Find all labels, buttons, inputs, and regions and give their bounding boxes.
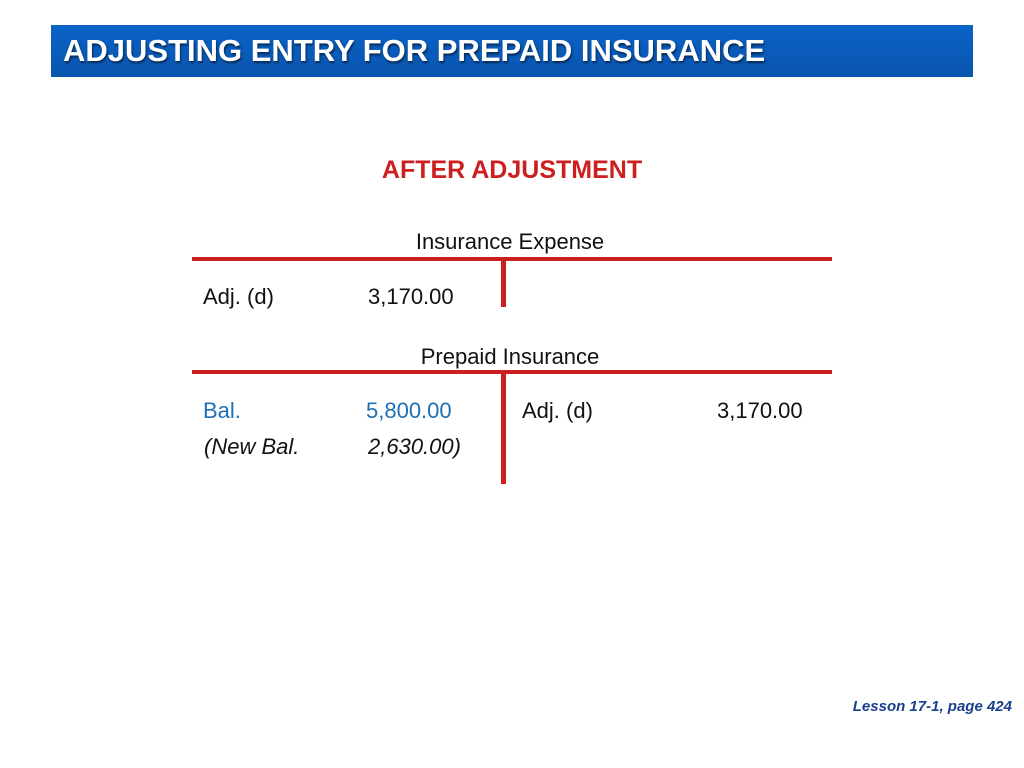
credit-entry-amount: 3,170.00: [717, 398, 803, 423]
debit-entry-label: Adj. (d): [203, 284, 274, 309]
new-balance-label: (New Bal.: [204, 434, 300, 459]
t-account-horizontal-line: [192, 257, 832, 261]
new-balance-amount: 2,630.00): [368, 434, 461, 459]
debit-entry-amount: 3,170.00: [368, 284, 454, 309]
title-bar: ADJUSTING ENTRY FOR PREPAID INSURANCE: [51, 25, 973, 77]
account-name: Insurance Expense: [415, 229, 605, 254]
t-account-vertical-line: [501, 372, 506, 484]
credit-entry-label: Adj. (d): [522, 398, 593, 423]
page-title: ADJUSTING ENTRY FOR PREPAID INSURANCE: [63, 33, 766, 68]
debit-entry-label: Bal.: [203, 398, 241, 423]
debit-entry-amount: 5,800.00: [366, 398, 452, 423]
t-account-vertical-line: [501, 259, 506, 307]
account-name: Prepaid Insurance: [420, 344, 600, 369]
t-account-horizontal-line: [192, 370, 832, 374]
section-subtitle: AFTER ADJUSTMENT: [381, 156, 643, 184]
lesson-reference: Lesson 17-1, page 424: [852, 698, 1012, 715]
